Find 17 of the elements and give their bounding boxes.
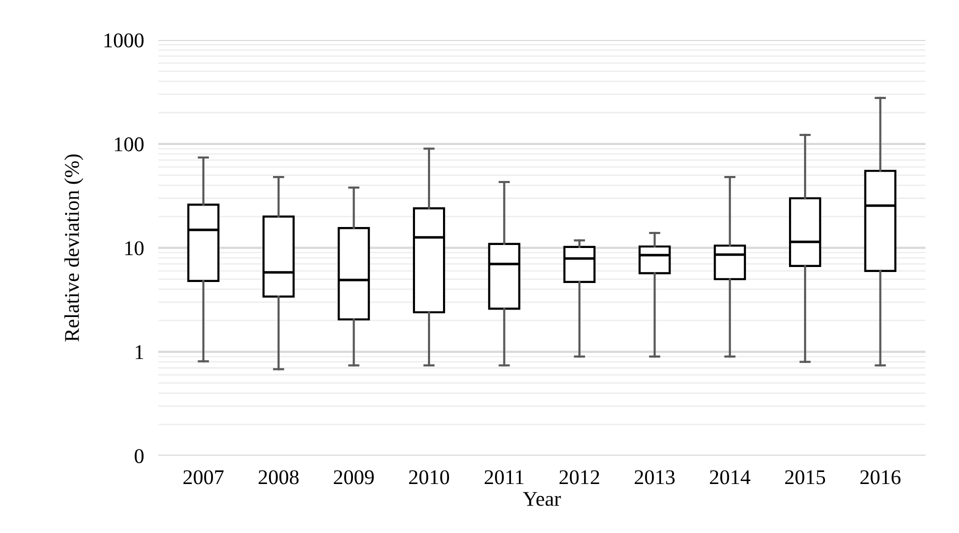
y-tick-label: 100 — [114, 137, 144, 152]
x-tick-label: 2007 — [183, 470, 224, 484]
x-tick-label: 2016 — [860, 470, 901, 484]
x-tick-label: 2013 — [634, 470, 675, 484]
y-tick-label: 1 — [136, 345, 144, 360]
x-tick-label: 2011 — [484, 470, 524, 484]
y-tick-label: 1000 — [104, 33, 144, 48]
x-tick-label: 2012 — [560, 470, 600, 484]
x-tick-label: 2015 — [785, 470, 826, 484]
x-tick-label: 2008 — [258, 470, 299, 484]
x-axis-title: Year — [522, 492, 561, 506]
y-tick-label: 10 — [125, 241, 144, 256]
x-tick-label: 2014 — [710, 470, 750, 484]
x-tick-label: 2010 — [409, 470, 450, 484]
y-tick-label: 0 — [134, 449, 144, 464]
x-tick-label: 2009 — [334, 470, 374, 484]
y-axis-title: Relative deviation (%) — [64, 154, 84, 342]
